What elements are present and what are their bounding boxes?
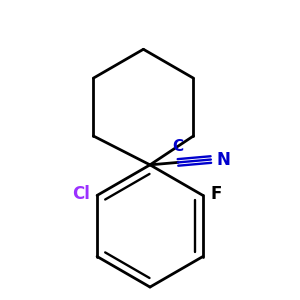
Text: N: N (216, 151, 230, 169)
Text: C: C (172, 139, 184, 154)
Text: F: F (210, 185, 222, 203)
Text: Cl: Cl (72, 185, 90, 203)
